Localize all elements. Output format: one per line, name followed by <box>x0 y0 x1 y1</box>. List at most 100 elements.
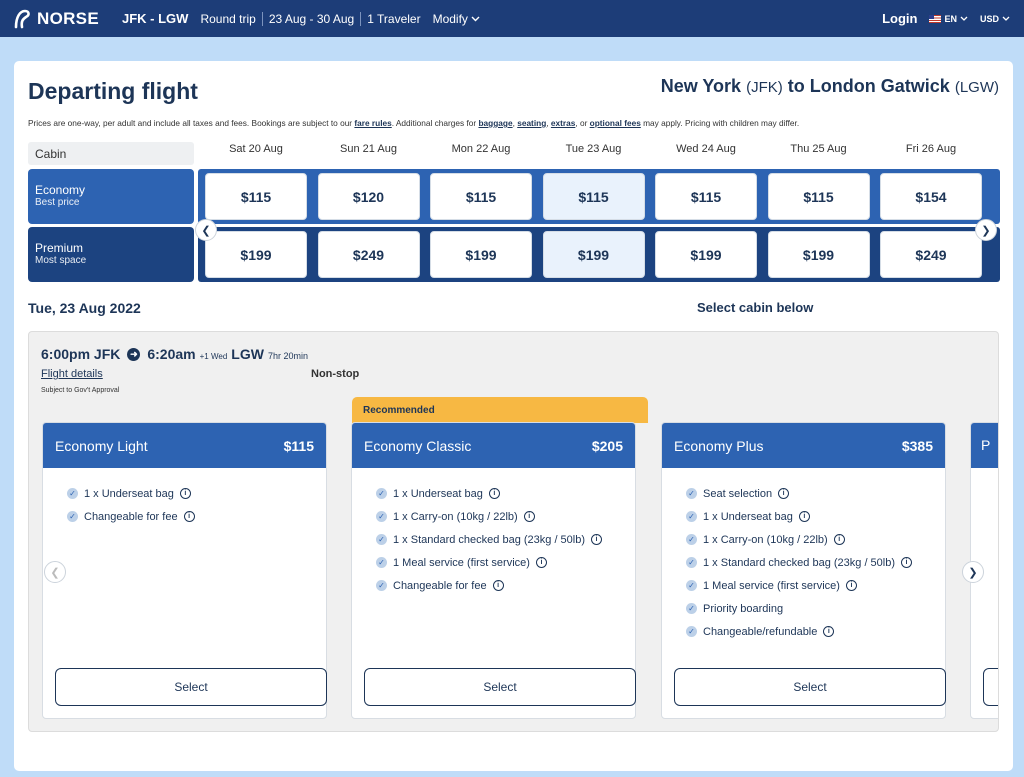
info-icon[interactable]: i <box>833 534 845 545</box>
fare-feature-item: ✓ Priority boarding <box>686 597 945 620</box>
destination-city: London Gatwick <box>809 76 950 96</box>
fare-feature-item: ✓ Changeable for fee i <box>376 574 635 597</box>
check-icon: ✓ <box>686 511 697 522</box>
premium-price-cell[interactable]: $199 <box>430 231 532 278</box>
economy-price-cell[interactable]: $115 <box>655 173 757 220</box>
info-icon[interactable]: i <box>183 511 195 522</box>
check-icon: ✓ <box>376 488 387 499</box>
fare-rules-link[interactable]: fare rules <box>354 118 392 128</box>
premium-price-cell[interactable]: $199 <box>205 231 307 278</box>
us-flag-icon <box>929 14 942 23</box>
date-header: Sat 20 Aug <box>229 143 283 155</box>
arrive-code: LGW <box>231 346 264 362</box>
info-icon[interactable]: i <box>179 488 191 499</box>
date-header: Fri 26 Aug <box>905 143 957 155</box>
select-economy-classic-button[interactable]: Select <box>364 668 636 706</box>
fare-card-economy-plus: Economy Plus $385 ✓ Seat selection i ✓ 1 x U… <box>661 422 946 719</box>
check-icon: ✓ <box>686 626 697 637</box>
fare-feature-item: ✓ 1 x Standard checked bag (23kg / 50lb) i <box>686 551 945 574</box>
fare-header: Economy Light $115 <box>43 423 326 468</box>
premium-price-cell[interactable]: $249 <box>317 231 420 278</box>
cabin-subtitle: Best price <box>35 197 80 208</box>
info-icon[interactable]: i <box>798 511 810 522</box>
note-text: , or <box>575 118 590 128</box>
note-comma: , <box>546 118 549 128</box>
info-icon[interactable]: i <box>845 580 857 591</box>
feature-label: 1 x Carry-on (10kg / 22lb) <box>703 533 828 546</box>
info-icon[interactable]: i <box>778 488 790 499</box>
premium-price-cell[interactable]: $249 <box>880 231 982 278</box>
flight-option: 6:00pm JFK ➜ 6:20am +1 Wed LGW 7hr 20min… <box>28 331 999 732</box>
fares-next-button[interactable]: ❯ <box>962 561 984 583</box>
modify-button[interactable]: Modify <box>433 12 480 26</box>
optional-fees-link[interactable]: optional fees <box>589 118 641 128</box>
to-word: to <box>787 76 805 96</box>
depart-time: 6:00pm JFK <box>41 346 121 362</box>
fare-price: $385 <box>901 437 933 454</box>
info-icon[interactable]: i <box>591 534 603 545</box>
fare-name: P <box>971 423 998 468</box>
language-selector[interactable]: EN <box>929 14 968 24</box>
select-button-partial[interactable] <box>983 668 998 706</box>
plus-day: +1 Wed <box>199 352 228 361</box>
check-icon: ✓ <box>686 603 697 614</box>
cabin-name: Premium <box>35 241 84 255</box>
calendar-next-button[interactable]: ❯ <box>975 219 997 241</box>
right-nav: Login EN USD <box>882 11 1010 26</box>
economy-price-cell[interactable]: $115 <box>542 173 645 220</box>
fare-name: Economy Classic <box>364 437 472 454</box>
info-icon[interactable]: i <box>901 557 913 568</box>
select-economy-plus-button[interactable]: Select <box>674 668 946 706</box>
trip-summary: Round trip 23 Aug - 30 Aug 1 Traveler <box>200 11 421 26</box>
select-economy-light-button[interactable]: Select <box>55 668 327 706</box>
info-icon[interactable]: i <box>823 626 835 637</box>
note-text: Prices are one-way, per adult and includ… <box>28 118 355 128</box>
fare-name: Economy Plus <box>674 437 764 454</box>
extras-link[interactable]: extras <box>550 118 576 128</box>
premium-price-cell[interactable]: $199 <box>655 231 757 278</box>
feature-label: 1 x Underseat bag <box>393 487 483 500</box>
fares-prev-button[interactable]: ❮ <box>44 561 66 583</box>
cabin-premium-button[interactable]: Premium Most space <box>28 227 194 282</box>
calendar-prev-button[interactable]: ❮ <box>195 219 217 241</box>
baggage-link[interactable]: baggage <box>478 118 513 128</box>
flight-details-link[interactable]: Flight details <box>41 368 103 380</box>
chevron-right-icon: ❯ <box>968 566 978 579</box>
feature-label: 1 Meal service (first service) <box>393 556 530 569</box>
destination-heading: New York (JFK) to London Gatwick (LGW) <box>661 76 999 97</box>
chevron-down-icon <box>1002 16 1010 21</box>
feature-label: 1 x Carry-on (10kg / 22lb) <box>393 510 518 523</box>
check-icon: ✓ <box>686 488 697 499</box>
fare-features: ✓ 1 x Underseat bag i ✓ Changeable for fee i <box>43 468 326 528</box>
fare-card-economy-classic: Economy Classic $205 ✓ 1 x Underseat bag i… <box>351 422 636 719</box>
feature-label: 1 Meal service (first service) <box>703 579 840 592</box>
login-link[interactable]: Login <box>882 11 918 26</box>
page-title: Departing flight <box>28 78 198 104</box>
arrive-time: 6:20am <box>147 346 196 362</box>
economy-price-cell[interactable]: $120 <box>317 173 420 220</box>
economy-price-cell[interactable]: $154 <box>880 173 982 220</box>
fare-price: $115 <box>283 437 314 454</box>
seating-link[interactable]: seating <box>517 118 547 128</box>
info-icon[interactable]: i <box>492 580 504 591</box>
check-icon: ✓ <box>67 511 78 522</box>
premium-price-cell[interactable]: $199 <box>542 231 645 278</box>
economy-price-cell[interactable]: $115 <box>767 173 870 220</box>
feature-label: Priority boarding <box>703 602 784 615</box>
info-icon[interactable]: i <box>488 488 500 499</box>
economy-price-cell[interactable]: $115 <box>430 173 532 220</box>
cabin-subtitle: Most space <box>35 255 87 266</box>
info-icon[interactable]: i <box>523 511 535 522</box>
stops-label: Non-stop <box>311 368 360 380</box>
norse-logo[interactable]: NORSE <box>12 7 108 31</box>
trip-dates: 23 Aug - 30 Aug <box>268 11 355 26</box>
flight-times: 6:00pm JFK ➜ 6:20am +1 Wed LGW 7hr 20min <box>41 346 308 362</box>
currency-selector[interactable]: USD <box>980 14 1010 24</box>
economy-price-cell[interactable]: $115 <box>205 173 307 220</box>
cabin-economy-button[interactable]: Economy Best price <box>28 169 194 224</box>
chevron-left-icon: ❮ <box>201 224 211 237</box>
fare-feature-item: ✓ Changeable for fee i <box>67 505 326 528</box>
info-icon[interactable]: i <box>535 557 547 568</box>
premium-price-cell[interactable]: $199 <box>767 231 870 278</box>
language-label: EN <box>944 13 957 24</box>
